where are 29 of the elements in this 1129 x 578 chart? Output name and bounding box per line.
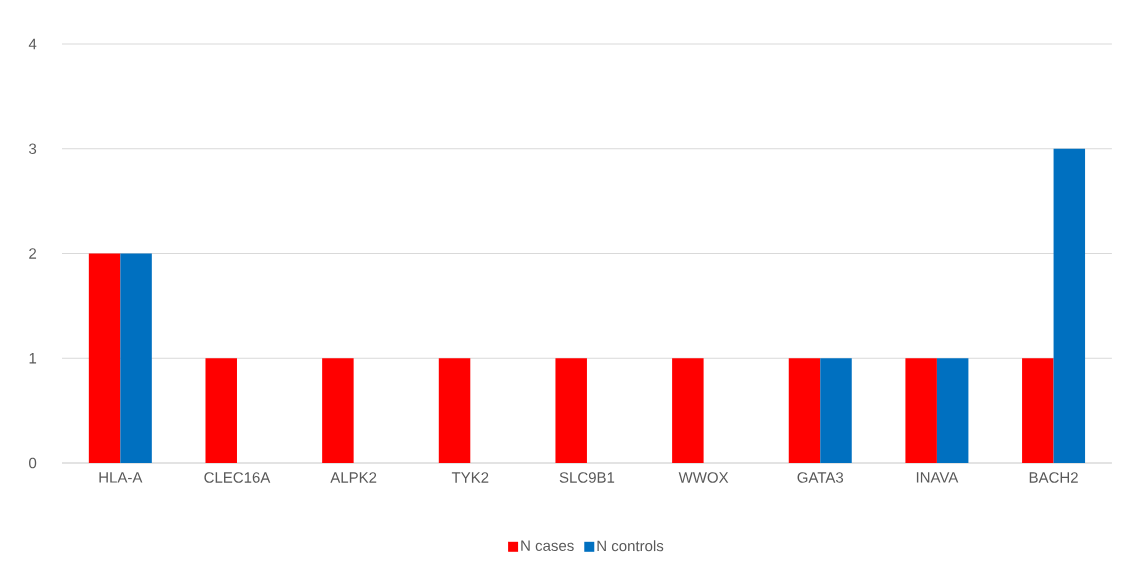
bar <box>905 358 937 463</box>
bar <box>120 253 152 463</box>
bar <box>1022 358 1054 463</box>
x-tick-label: SLC9B1 <box>559 472 615 483</box>
bar <box>788 358 821 463</box>
y-tick-label: 1 <box>29 353 37 364</box>
y-tick-label: 4 <box>28 38 37 50</box>
x-tick-label: WWOX <box>678 472 729 483</box>
x-tick-label: BACH2 <box>1029 472 1078 483</box>
y-tick-label: 0 <box>29 457 37 469</box>
bar <box>1053 148 1086 463</box>
x-tick-label: TYK2 <box>451 472 489 483</box>
y-tick-label: 3 <box>29 143 37 155</box>
bar <box>555 358 587 463</box>
x-tick-label: HLA-A <box>99 472 143 483</box>
bar <box>936 358 969 463</box>
x-tick-label: ALPK2 <box>330 472 377 483</box>
legend-label: N cases <box>521 540 574 551</box>
x-tick-label: INAVA <box>916 472 959 483</box>
legend-label: N controls <box>597 540 664 552</box>
x-tick-label: GATA3 <box>797 472 844 483</box>
bar <box>88 253 121 463</box>
bar <box>438 358 471 463</box>
y-tick-label: 2 <box>29 248 37 259</box>
bar <box>820 358 852 463</box>
x-tick-label: CLEC16A <box>204 472 271 483</box>
bar <box>322 358 354 463</box>
bar <box>672 358 704 463</box>
bar <box>205 358 237 463</box>
